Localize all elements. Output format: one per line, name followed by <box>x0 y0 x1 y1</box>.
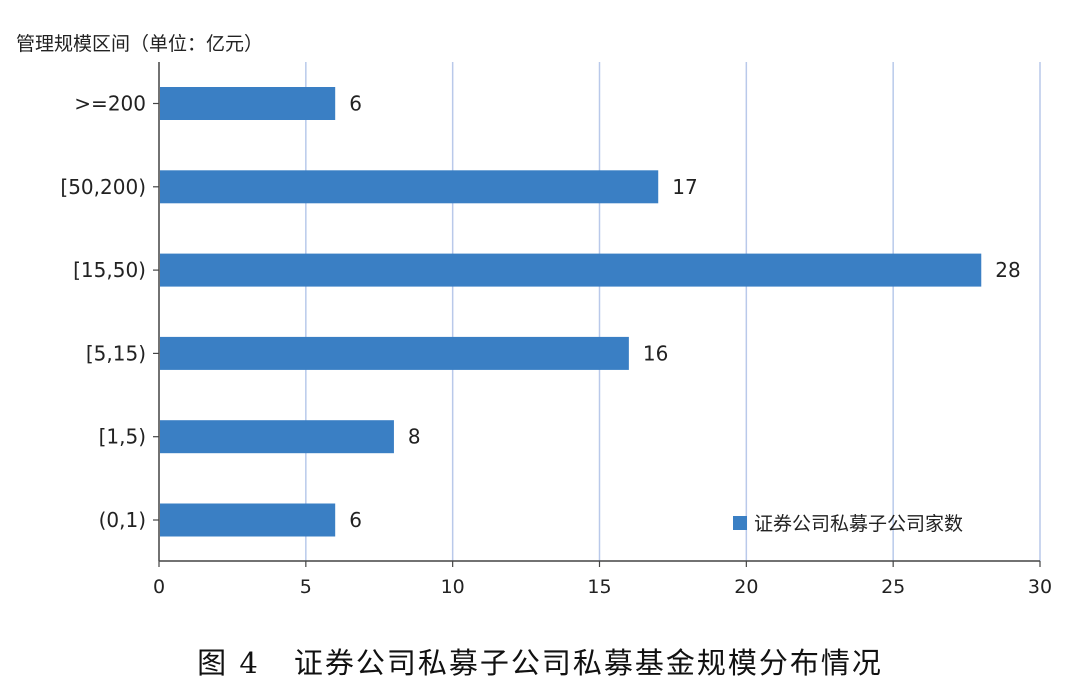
bars <box>160 87 982 537</box>
x-tick-label: 20 <box>734 576 758 598</box>
bar <box>160 503 336 537</box>
category-label: >=200 <box>74 92 146 116</box>
y-axis-title: 管理规模区间（单位：亿元） <box>16 33 263 55</box>
figure-caption: 图 4 证券公司私募子公司私募基金规模分布情况 <box>0 640 1080 682</box>
x-tick-label: 0 <box>153 576 165 598</box>
data-label: 6 <box>349 92 362 116</box>
figure-number: 图 4 <box>197 646 260 680</box>
data-label: 28 <box>995 258 1020 282</box>
bar <box>160 87 336 120</box>
data-label: 8 <box>408 425 421 449</box>
data-labels: 6 17 28 16 8 6 <box>349 92 1021 533</box>
legend-swatch <box>733 516 747 530</box>
axes: 0 5 10 15 20 25 30 >=200 [50,200) [15,50) [5,15) [1… <box>60 62 1052 598</box>
category-label: [1,5) <box>99 425 146 449</box>
category-label: [50,200) <box>60 175 146 199</box>
bar <box>160 253 982 287</box>
x-tick-label: 30 <box>1028 576 1052 598</box>
x-tick-label: 10 <box>441 576 465 598</box>
x-tick-label: 25 <box>881 576 905 598</box>
legend-label: 证券公司私募子公司家数 <box>754 513 963 535</box>
grid-lines <box>305 62 1041 561</box>
x-tick-label: 15 <box>587 576 611 598</box>
bar <box>160 336 629 370</box>
bar <box>160 420 394 454</box>
data-label: 17 <box>672 175 697 199</box>
category-label: (0,1) <box>99 508 146 532</box>
bar <box>160 170 659 204</box>
category-label: [5,15) <box>86 341 146 365</box>
bar-chart: 管理规模区间（单位：亿元） 6 17 28 16 8 6 0 5 10 15 20 25 30 >=20… <box>16 33 1052 598</box>
data-label: 6 <box>349 508 362 532</box>
data-label: 16 <box>643 341 668 365</box>
figure-caption-text: 证券公司私募子公司私募基金规模分布情况 <box>293 646 883 680</box>
legend: 证券公司私募子公司家数 <box>733 513 963 535</box>
x-tick-label: 5 <box>300 576 312 598</box>
category-label: [15,50) <box>73 258 146 282</box>
